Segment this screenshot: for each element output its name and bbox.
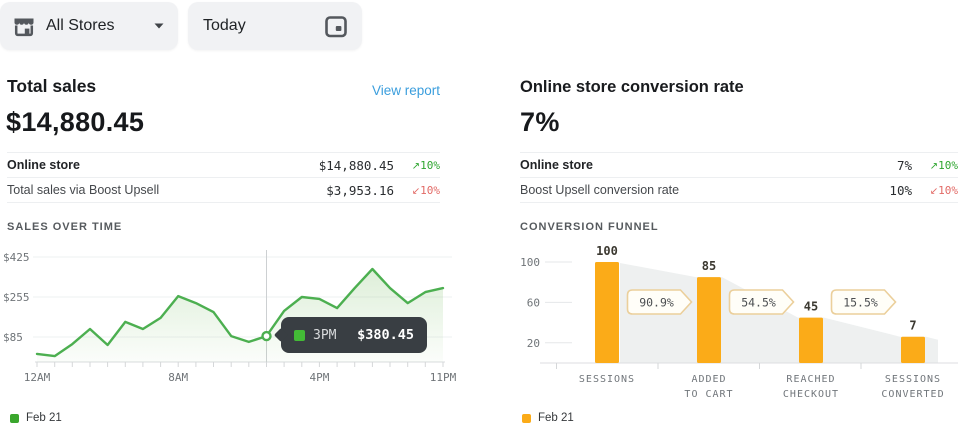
metric-row-online-store-sales: Online store $14,880.45 ↗10% bbox=[7, 152, 440, 177]
svg-text:SESSIONS: SESSIONS bbox=[885, 374, 941, 385]
trend-down-icon: ↙ bbox=[929, 185, 939, 197]
conversion-funnel-heading: CONVERSION FUNNEL bbox=[520, 221, 659, 233]
total-sales-title: Total sales bbox=[7, 76, 97, 96]
svg-text:11PM: 11PM bbox=[430, 371, 457, 384]
calendar-icon bbox=[323, 13, 349, 39]
trend-down-icon: ↙ bbox=[411, 185, 421, 197]
sales-legend-label: Feb 21 bbox=[26, 412, 62, 424]
metric-row-online-store-conversion: Online store 7% ↗10% bbox=[520, 152, 958, 177]
sales-legend[interactable]: Feb 21 bbox=[10, 412, 62, 424]
svg-text:$425: $425 bbox=[3, 251, 30, 264]
svg-text:REACHED: REACHED bbox=[786, 374, 835, 385]
svg-text:4PM: 4PM bbox=[309, 371, 329, 384]
date-range-label: Today bbox=[203, 17, 246, 34]
svg-text:20: 20 bbox=[527, 337, 540, 350]
metric-delta: ↗10% bbox=[411, 158, 440, 172]
metric-value: $14,880.45 bbox=[318, 157, 394, 173]
svg-text:15.5%: 15.5% bbox=[843, 296, 878, 310]
svg-text:85: 85 bbox=[702, 259, 716, 273]
tooltip-value: $380.45 bbox=[357, 327, 414, 343]
metric-label: Online store bbox=[7, 158, 80, 172]
svg-text:7: 7 bbox=[909, 319, 916, 333]
storefront-icon bbox=[12, 15, 36, 38]
svg-text:SESSIONS: SESSIONS bbox=[579, 374, 635, 385]
chart-tooltip: 3PM $380.45 bbox=[281, 317, 427, 353]
trend-up-icon: ↗ bbox=[929, 160, 939, 172]
chevron-down-icon bbox=[154, 23, 164, 29]
sales-line-chart[interactable]: $425 $255 $85 12AM 8AM 4PM 11PM bbox=[0, 245, 460, 385]
metric-row-boost-upsell-conversion: Boost Upsell conversion rate 10% ↙10% bbox=[520, 177, 958, 203]
metric-delta: ↙10% bbox=[929, 183, 958, 197]
total-sales-amount: $14,880.45 bbox=[6, 107, 145, 137]
funnel-legend-swatch bbox=[522, 413, 531, 423]
tooltip-series-swatch bbox=[294, 329, 305, 341]
tooltip-time: 3PM bbox=[313, 327, 337, 343]
funnel-legend-label: Feb 21 bbox=[538, 412, 574, 424]
svg-text:ADDED: ADDED bbox=[691, 374, 726, 385]
metric-value: $3,953.16 bbox=[326, 182, 394, 198]
svg-text:TO CART: TO CART bbox=[684, 389, 733, 400]
metric-label: Boost Upsell conversion rate bbox=[520, 183, 680, 197]
svg-text:60: 60 bbox=[527, 296, 540, 309]
store-selector-label: All Stores bbox=[46, 17, 115, 34]
funnel-legend[interactable]: Feb 21 bbox=[522, 412, 574, 424]
metric-delta: ↙10% bbox=[411, 183, 440, 197]
trend-up-icon: ↗ bbox=[411, 160, 421, 172]
conversion-rate-title: Online store conversion rate bbox=[520, 78, 744, 96]
metric-label: Total sales via Boost Upsell bbox=[7, 183, 160, 197]
metric-value: 10% bbox=[889, 182, 912, 198]
total-sales-breakdown: Online store $14,880.45 ↗10% Total sales… bbox=[7, 152, 440, 203]
svg-text:45: 45 bbox=[804, 300, 818, 314]
svg-text:CONVERTED: CONVERTED bbox=[881, 389, 944, 400]
svg-text:100: 100 bbox=[596, 244, 618, 258]
svg-text:$85: $85 bbox=[3, 331, 23, 344]
metric-row-boost-upsell-sales: Total sales via Boost Upsell $3,953.16 ↙… bbox=[7, 177, 440, 203]
conversion-breakdown: Online store 7% ↗10% Boost Upsell conver… bbox=[520, 152, 958, 203]
svg-text:100: 100 bbox=[520, 256, 540, 269]
date-range-button[interactable]: Today bbox=[188, 2, 362, 50]
sales-legend-swatch bbox=[10, 413, 19, 423]
svg-text:CHECKOUT: CHECKOUT bbox=[783, 389, 839, 400]
metric-value: 7% bbox=[896, 157, 912, 173]
svg-text:8AM: 8AM bbox=[168, 371, 188, 384]
view-report-link[interactable]: View report bbox=[371, 83, 440, 98]
metric-label: Online store bbox=[520, 158, 593, 172]
conversion-rate-amount: 7% bbox=[520, 107, 560, 137]
svg-text:$255: $255 bbox=[3, 291, 30, 304]
svg-text:54.5%: 54.5% bbox=[741, 296, 776, 310]
sales-over-time-heading: SALES OVER TIME bbox=[7, 221, 123, 233]
conversion-funnel-chart[interactable]: 100 60 20 100 85 45 7 90.9% 54.5% 15.5% SESSIONS AD… bbox=[512, 240, 960, 415]
store-selector-button[interactable]: All Stores bbox=[0, 2, 178, 50]
metric-delta: ↗10% bbox=[929, 158, 958, 172]
svg-text:90.9%: 90.9% bbox=[639, 296, 674, 310]
svg-text:12AM: 12AM bbox=[24, 371, 51, 384]
